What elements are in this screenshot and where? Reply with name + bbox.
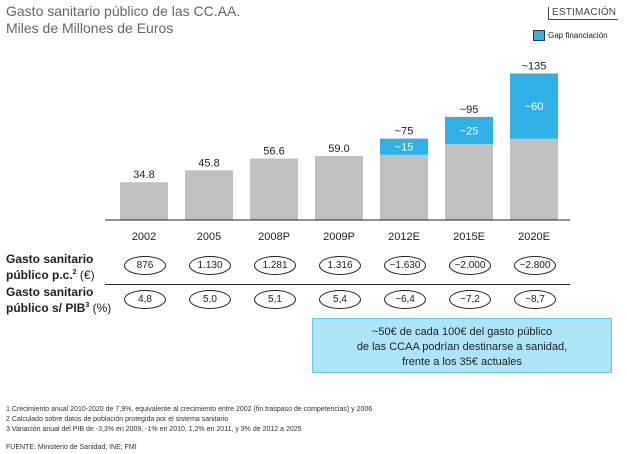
row-1-value-2009P: 5,4 <box>319 290 361 309</box>
value-label-2008P: 56.6 <box>263 146 284 158</box>
row-label-pib: Gasto sanitario público s/ PIB3 (%) <box>6 285 111 315</box>
x-tick-2005: 2005 <box>197 231 221 243</box>
bar-gap-2012E <box>380 138 428 155</box>
gap-label-2015E: ~25 <box>460 125 479 137</box>
bar-base-2009P <box>315 155 363 220</box>
legend-label-gap: Gap financiación <box>548 31 608 40</box>
row-label-pc: Gasto sanitario público p.c.2 (€) <box>6 252 95 282</box>
callout-box: ~50€ de cada 100€ del gasto público de l… <box>312 318 612 373</box>
row-0-value-2020E: ~2.800 <box>514 256 556 275</box>
row-label-pc-sup: 2 <box>72 269 77 276</box>
row-1-value-2002: 4,8 <box>124 290 166 309</box>
x-tick-2015E: 2015E <box>453 231 485 243</box>
row-1-value-2015E: ~7,2 <box>449 290 491 309</box>
row-label-pc-line2: público p.c. <box>6 268 73 282</box>
bar-chart: 34.8 2002 45.8 2005 56.6 2008P 59.0 2009P ~15 ~75… <box>105 60 570 243</box>
row-separator <box>105 284 570 285</box>
row-0-value-2002: 876 <box>124 256 166 275</box>
bar-base-2002 <box>120 182 168 220</box>
footnote-3: 3 Variación anual del PIB de -3,3% en 20… <box>6 426 302 433</box>
row-0-value-2005: 1.130 <box>189 256 231 275</box>
row-0-value-2012E: ~1.630 <box>384 256 426 275</box>
total-label-2015E: ~95 <box>460 104 479 116</box>
row-1-value-2012E: ~6,4 <box>384 290 426 309</box>
value-label-2005: 45.8 <box>198 157 219 169</box>
footnote-2: 2 Calculado sobre datos de población pro… <box>6 416 229 423</box>
estimacion-label: ESTIMACIÓN <box>548 7 619 20</box>
x-tick-2020E: 2020E <box>518 231 550 243</box>
footnotes: 1 Crecimiento anual 2010-2020 de 7,9%, e… <box>6 405 372 435</box>
bar-base-2008P <box>250 158 298 220</box>
row-1-value-2005: 5,0 <box>189 290 231 309</box>
row-label-pc-line1: Gasto sanitario <box>6 252 94 266</box>
legend-swatch-gap <box>533 30 545 41</box>
bar-gap-2020E <box>510 73 558 139</box>
row-1-value-2008P: 5,1 <box>254 290 296 309</box>
value-label-2009P: 59.0 <box>328 143 349 155</box>
bar-base-2005 <box>185 170 233 220</box>
row-label-pib-unit: (%) <box>92 301 112 315</box>
footnote-1: 1 Crecimiento anual 2010-2020 de 7,9%, e… <box>6 406 373 413</box>
row-0-value-2009P: 1.316 <box>319 256 361 275</box>
row-label-pib-line2: público s/ PIB <box>6 301 86 315</box>
x-tick-2009P: 2009P <box>323 231 355 243</box>
callout-line-2: de las CCAA podrían destinarse a sanidad… <box>356 341 568 353</box>
title-line-1: Gasto sanitario público de las CC.AA. <box>6 3 241 19</box>
row-0-value-2008P: 1.281 <box>254 256 296 275</box>
total-label-2020E: ~135 <box>522 60 547 72</box>
bar-base-2015E <box>445 144 493 220</box>
value-label-2002: 34.8 <box>133 169 154 181</box>
source-note: FUENTE: Ministerio de Sanidad; INE; FMI <box>6 444 137 451</box>
total-label-2012E: ~75 <box>395 126 414 138</box>
title-line-2: Miles de Millones de Euros <box>6 20 174 36</box>
row-label-pib-sup: 3 <box>85 302 90 309</box>
chart-title: Gasto sanitario público de las CC.AA. Mi… <box>6 3 240 37</box>
gap-label-2020E: ~60 <box>525 101 544 113</box>
row-0-value-2015E: ~2.000 <box>449 256 491 275</box>
gap-label-2012E: ~15 <box>395 142 414 154</box>
x-tick-2012E: 2012E <box>388 231 420 243</box>
bar-gap-2015E <box>445 116 493 144</box>
callout-line-3: frente a los 35€ actuales <box>402 356 522 368</box>
row-label-pib-line1: Gasto sanitario <box>6 285 94 299</box>
callout-line-1: ~50€ de cada 100€ del gasto público <box>371 326 553 338</box>
x-tick-2002: 2002 <box>132 231 156 243</box>
bar-base-2012E <box>380 154 428 220</box>
x-tick-2008P: 2008P <box>258 231 290 243</box>
row-1-value-2020E: ~8,7 <box>514 290 556 309</box>
row-label-pc-unit: (€) <box>79 268 95 282</box>
legend: Gap financiación <box>533 30 608 41</box>
bar-base-2020E <box>510 138 558 220</box>
